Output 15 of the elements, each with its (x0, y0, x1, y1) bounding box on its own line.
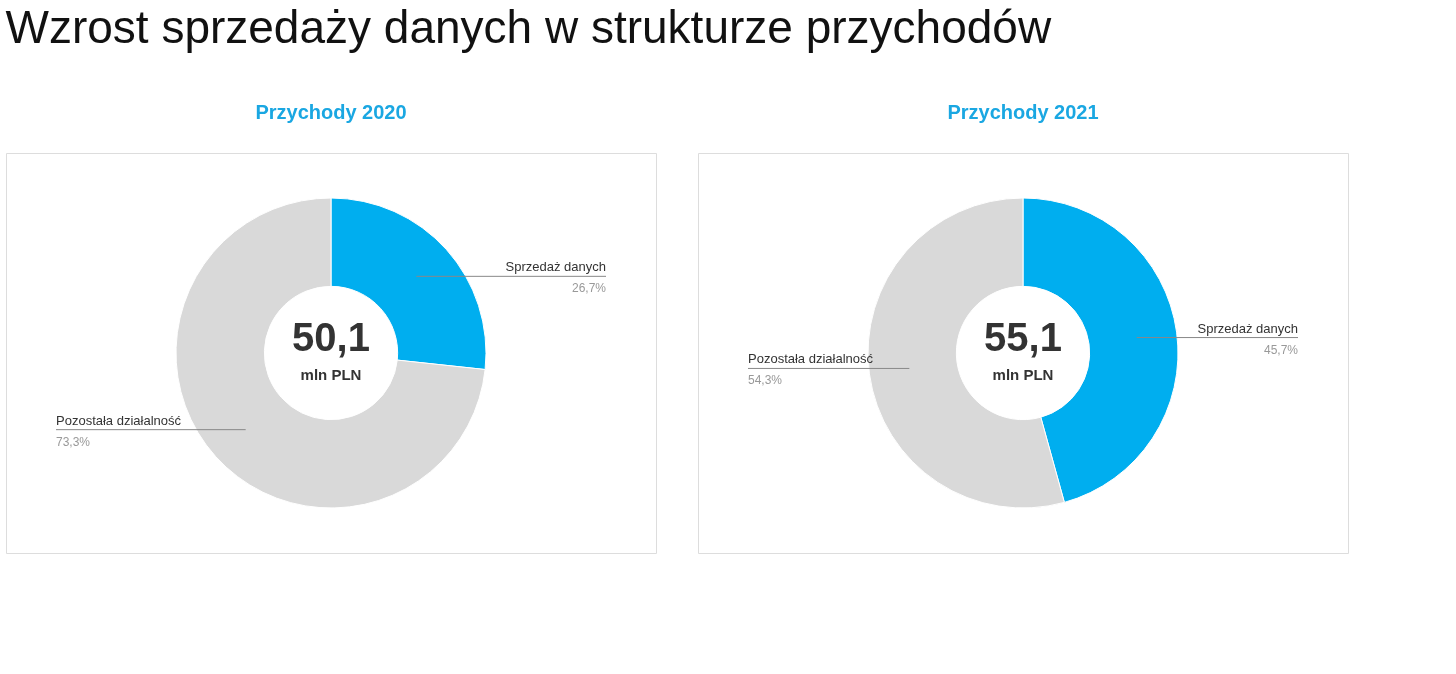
chart-subtitle: Przychody 2021 (947, 101, 1099, 123)
slice-label: Sprzedaż danych (1197, 320, 1298, 336)
data-label: 54,3% (748, 373, 783, 388)
chart-subtitle: Przychody 2020 (255, 101, 407, 123)
text: 55,1 (984, 315, 1062, 359)
slice-label: Sprzedaż danych (505, 259, 606, 275)
slice-label: Pozostała działalność (748, 351, 874, 367)
data-label: 45,7% (1263, 342, 1299, 357)
text: 50,1 (292, 315, 370, 359)
data-label: 26,7% (571, 281, 607, 296)
text: mln PLN (300, 366, 362, 383)
data-label: 73,3% (56, 434, 91, 449)
slice-label: Pozostała działalność (56, 412, 182, 428)
text: mln PLN (992, 366, 1054, 383)
chart-title: Wzrost sprzedaży danych w strukturze przychodów (5, 0, 1052, 53)
